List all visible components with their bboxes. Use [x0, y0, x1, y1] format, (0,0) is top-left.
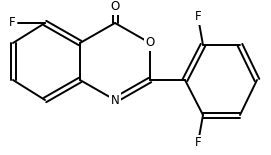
Text: N: N: [111, 93, 119, 106]
Text: O: O: [110, 0, 120, 13]
Text: F: F: [9, 16, 15, 29]
Text: O: O: [145, 36, 155, 49]
Text: F: F: [195, 11, 201, 24]
Text: F: F: [195, 137, 201, 150]
